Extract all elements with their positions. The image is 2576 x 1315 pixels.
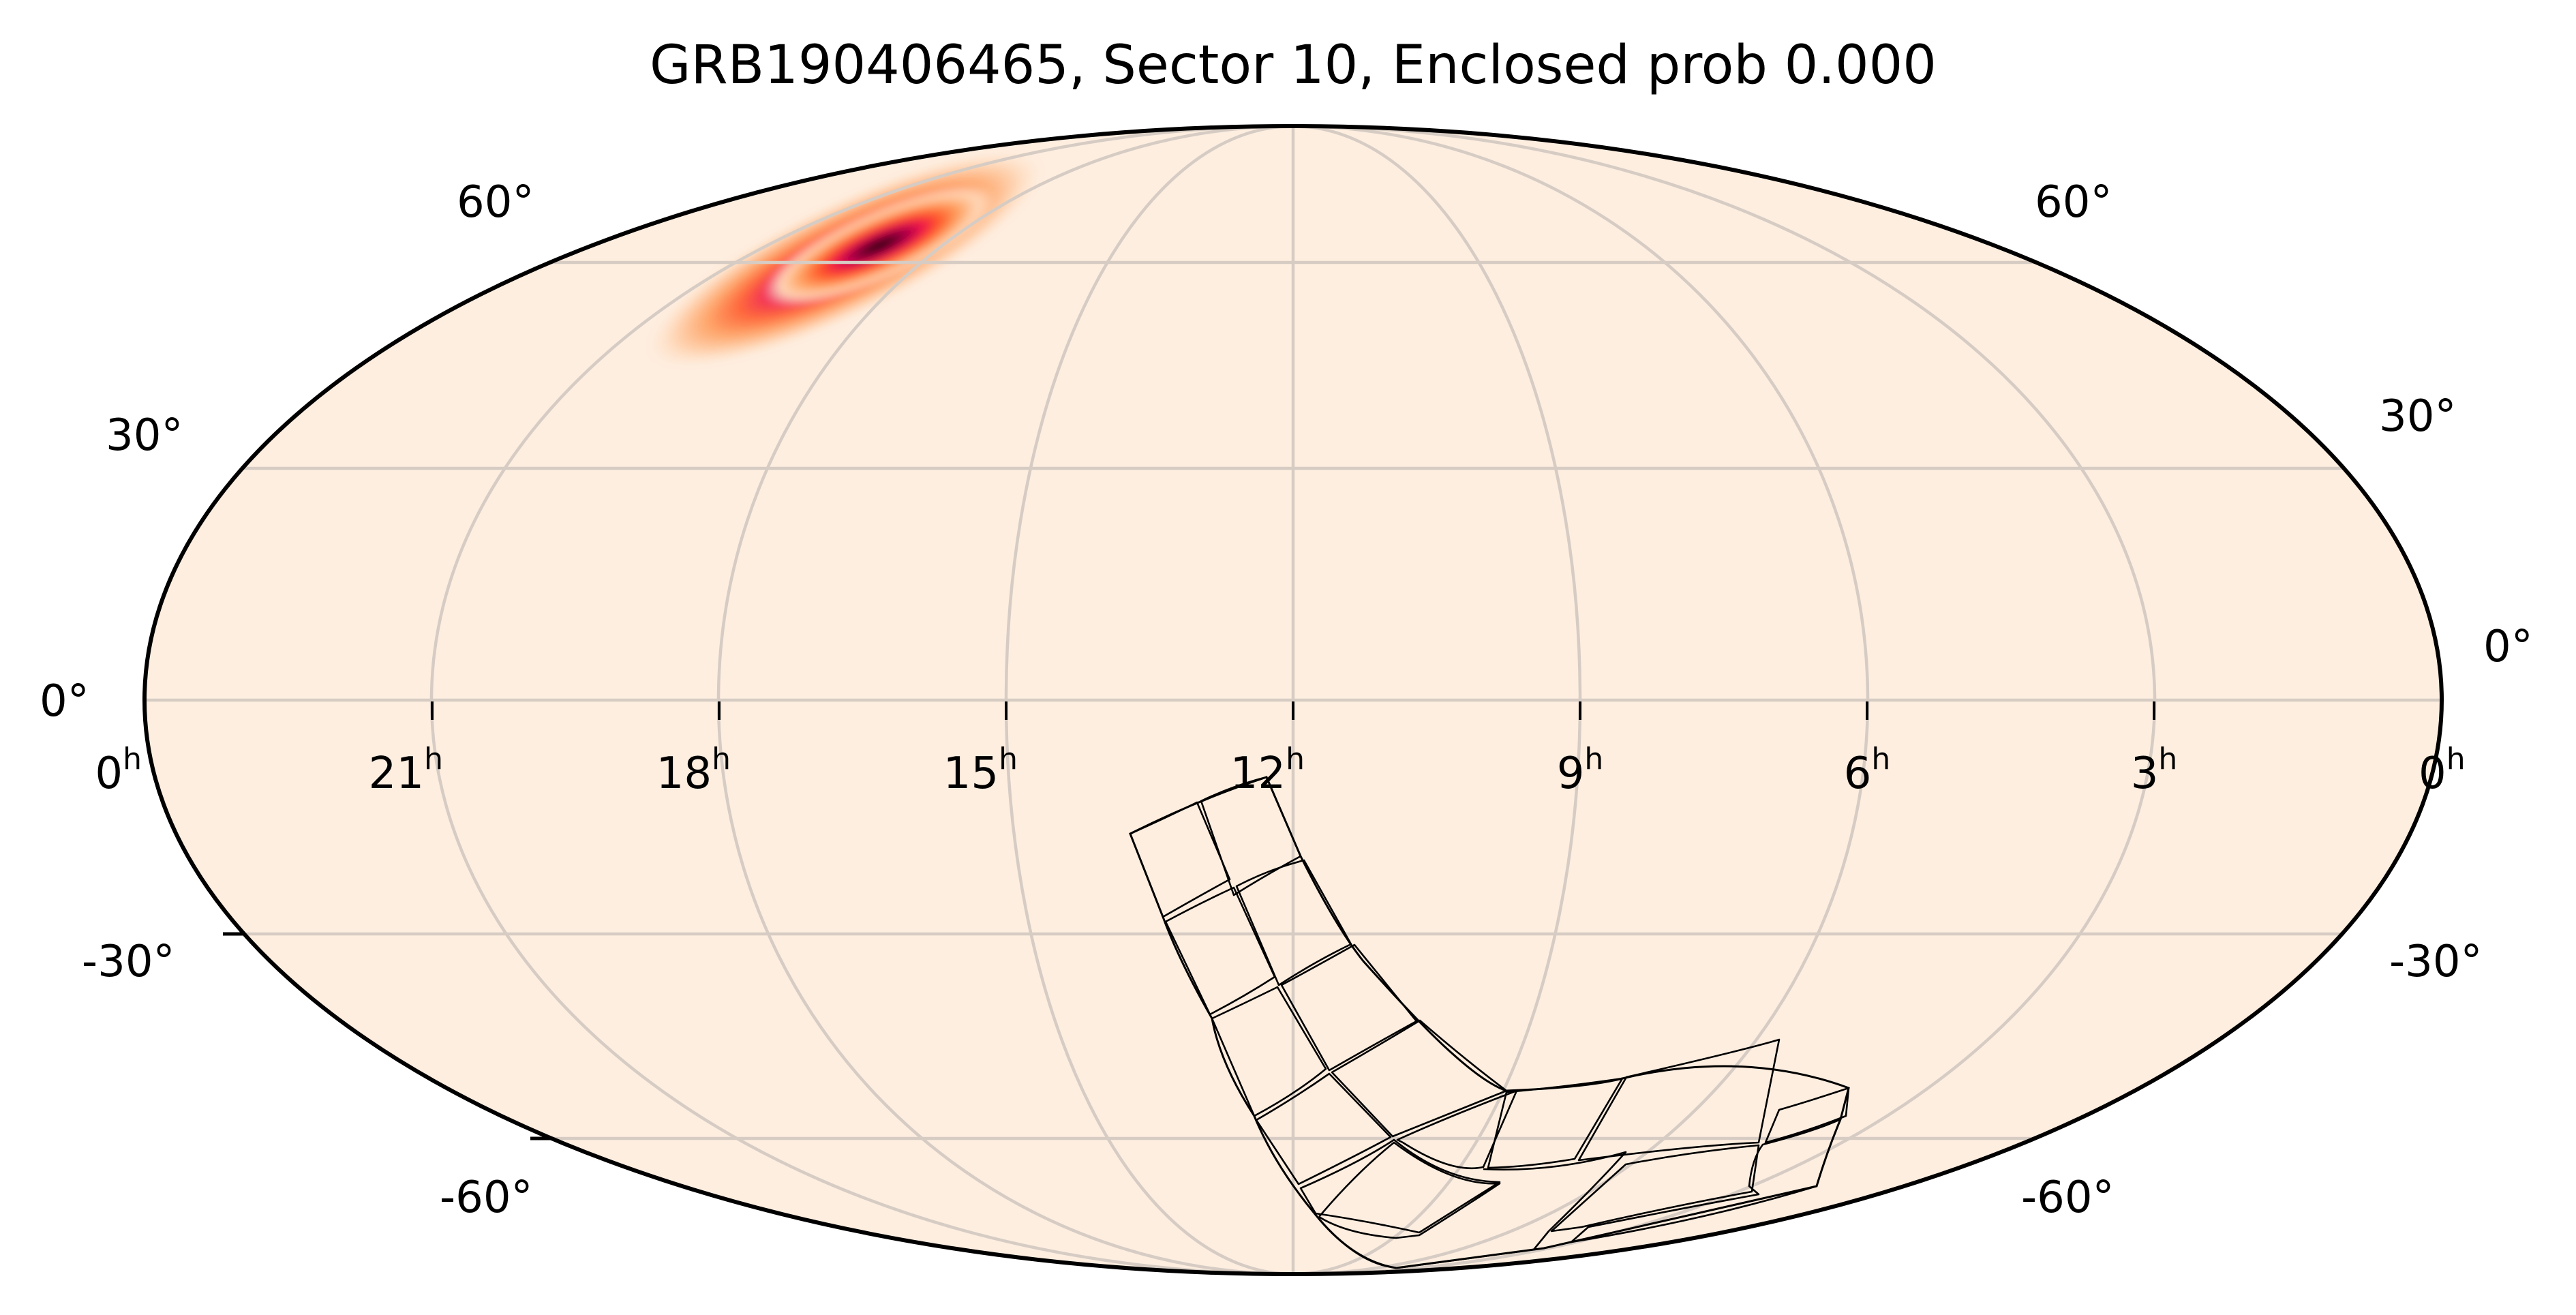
- ra-tick-labels: 0h 21h 18h 15h 12h 9h 6h 3h 0h: [95, 742, 2465, 799]
- sky-map-outline: [142, 124, 2444, 1276]
- dec-label-left-30: 30°: [106, 410, 183, 461]
- tess-sector-footprint: [1129, 776, 1850, 1269]
- probability-heatmap: [641, 147, 1049, 371]
- ra-label-21h: 21: [369, 749, 424, 799]
- ra-label-0h-left: 0: [95, 749, 123, 799]
- ra-label-3h: 3: [2131, 749, 2159, 799]
- svg-text:0h: 0h: [2419, 742, 2466, 799]
- ra-label-6h: 6: [1844, 749, 1872, 799]
- tess-sector-outline: [1129, 776, 1850, 1269]
- dec-label-right-minus30: -30°: [2389, 937, 2483, 987]
- dec-tick-labels-left: 60° 30° 0° -30° -60°: [40, 177, 534, 1223]
- dec-tick-labels-right: 60° 30° 0° -30° -60°: [2021, 177, 2533, 1223]
- dec-label-left-0: 0°: [40, 676, 89, 727]
- svg-text:6h: 6h: [1844, 742, 1891, 799]
- dec-tick-marks: [223, 932, 551, 1140]
- ra-label-9h: 9: [1557, 749, 1585, 799]
- ra-label-0h-right: 0: [2419, 749, 2446, 799]
- chart-title: GRB190406465, Sector 10, Enclosed prob 0…: [650, 35, 1937, 96]
- dec-label-right-30: 30°: [2379, 391, 2456, 442]
- svg-text:21h: 21h: [369, 742, 443, 799]
- dec-label-right-0: 0°: [2483, 622, 2533, 672]
- svg-text:12h: 12h: [1230, 742, 1305, 799]
- ra-label-15h: 15: [943, 749, 999, 799]
- svg-text:3h: 3h: [2131, 742, 2178, 799]
- dec-label-left-minus30: -30°: [82, 937, 175, 987]
- ra-label-12h: 12: [1230, 749, 1286, 799]
- ra-tick-marks: [431, 701, 2155, 720]
- svg-text:0h: 0h: [95, 742, 142, 799]
- svg-text:18h: 18h: [656, 742, 731, 799]
- svg-text:15h: 15h: [943, 742, 1018, 799]
- ra-label-18h: 18: [656, 749, 712, 799]
- dec-label-right-minus60: -60°: [2021, 1173, 2115, 1223]
- dec-label-right-60: 60°: [2035, 177, 2112, 228]
- dec-label-left-60: 60°: [457, 177, 534, 228]
- dec-label-left-minus60: -60°: [440, 1173, 533, 1223]
- svg-text:9h: 9h: [1557, 742, 1604, 799]
